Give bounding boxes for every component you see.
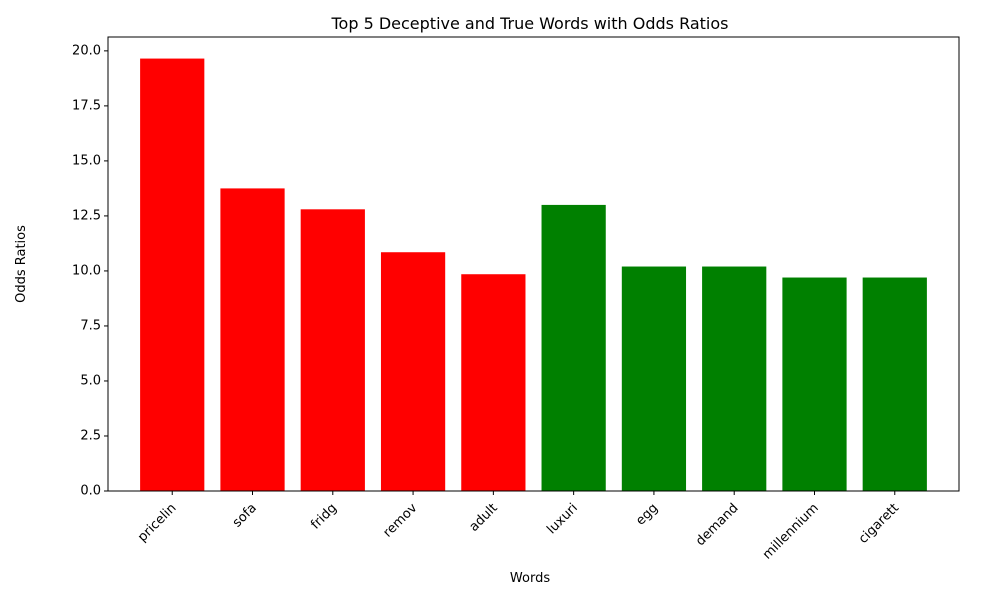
bar-cigarett: [862, 277, 927, 491]
x-tick-label: sofa: [230, 501, 260, 531]
bar-adult: [461, 274, 526, 491]
y-axis-ticks: 0.0 2.5 5.0 7.5 10.0 12.5 15.0 17.5 20.0: [72, 43, 108, 499]
bar-remov: [380, 252, 446, 491]
y-tick-label: 7.5: [80, 318, 101, 333]
y-tick-label: 12.5: [72, 208, 101, 223]
y-tick-label: 10.0: [72, 263, 101, 278]
x-axis-label: Words: [510, 571, 550, 586]
x-tick-label: adult: [467, 501, 501, 535]
bar-egg: [621, 266, 687, 491]
chart-title: Top 5 Deceptive and True Words with Odds…: [330, 14, 728, 33]
y-tick-label: 15.0: [72, 153, 101, 168]
bar-fridg: [300, 209, 365, 491]
bar-millennium: [782, 277, 847, 491]
bar-luxuri: [541, 204, 606, 491]
x-tick-label: demand: [693, 501, 741, 549]
x-tick-label: pricelin: [135, 501, 179, 545]
x-axis-ticks: pricelin sofa fridg remov adult luxuri egg dema…: [135, 491, 902, 563]
bars: [140, 58, 927, 491]
y-tick-label: 17.5: [72, 98, 101, 113]
x-tick-label: fridg: [308, 501, 340, 533]
y-tick-label: 0.0: [80, 484, 101, 499]
plot-frame: [107, 36, 960, 492]
y-tick-label: 2.5: [80, 428, 101, 443]
y-tick-label: 5.0: [80, 373, 101, 388]
y-axis-label: Odds Ratios: [14, 225, 29, 303]
x-tick-label: egg: [633, 501, 661, 529]
x-tick-label: millennium: [760, 501, 822, 563]
x-tick-label: cigarett: [856, 501, 902, 547]
bar-sofa: [220, 188, 285, 491]
bar-demand: [702, 266, 767, 491]
x-tick-label: remov: [381, 500, 421, 540]
bar-pricelin: [140, 58, 205, 491]
y-tick-label: 20.0: [72, 43, 101, 58]
x-tick-label: luxuri: [544, 501, 581, 538]
